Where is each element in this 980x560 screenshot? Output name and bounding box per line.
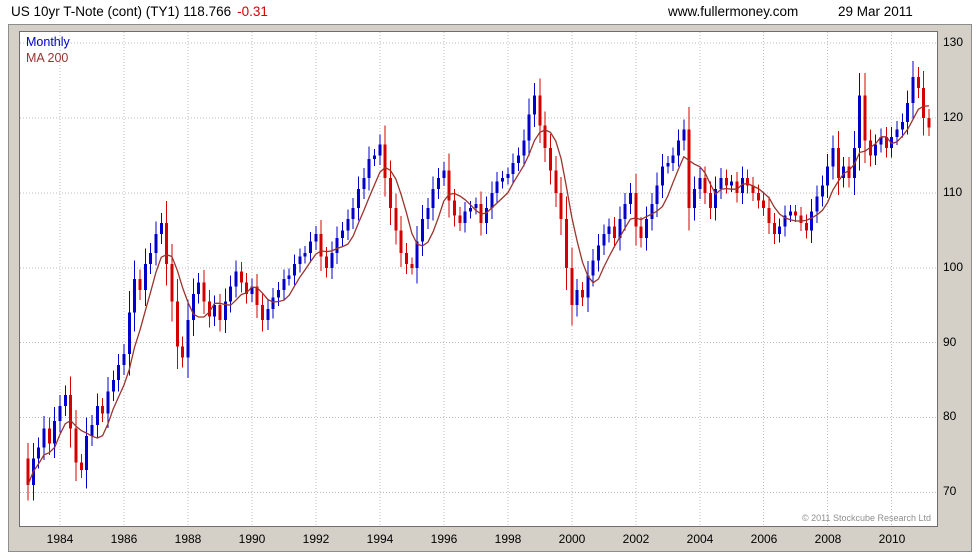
x-tick-label: 2004 — [686, 532, 714, 546]
y-tick-label: 80 — [943, 409, 957, 423]
page-title: US 10yr T-Note (cont) (TY1) 118.766 -0.31 — [11, 4, 268, 19]
x-tick-label: 1992 — [302, 532, 330, 546]
x-tick-label: 2006 — [750, 532, 778, 546]
up-candle-bodies — [31, 76, 915, 485]
x-tick-label: 2008 — [814, 532, 842, 546]
up-candle-wicks — [32, 61, 914, 501]
x-tick-label: 1990 — [238, 532, 266, 546]
header-bar: US 10yr T-Note (cont) (TY1) 118.766 -0.31… — [0, 0, 980, 24]
x-tick-label: 2010 — [878, 532, 906, 546]
x-tick-label: 1988 — [174, 532, 202, 546]
down-candle-wicks — [27, 67, 930, 501]
y-axis-labels: 70 80 90 100 110 120 130 — [941, 31, 972, 527]
ma-line — [27, 105, 930, 486]
website-text: www.fullermoney.com — [668, 4, 799, 19]
copyright-text: © 2011 Stockcube Research Ltd — [801, 513, 931, 523]
instrument-title: US 10yr T-Note (cont) (TY1) 118.766 — [11, 4, 232, 19]
y-tick-label: 100 — [943, 260, 964, 274]
down-candle-bodies — [26, 76, 931, 485]
y-tick-label: 70 — [943, 484, 957, 498]
y-tick-label: 110 — [943, 185, 963, 199]
chart-date: 29 Mar 2011 — [838, 4, 913, 19]
x-tick-label: 2000 — [558, 532, 586, 546]
x-tick-label: 1994 — [366, 532, 394, 546]
legend-series-label: Monthly — [26, 35, 70, 49]
chart-panel: Monthly MA 200 © 2011 Stockcube Research… — [8, 24, 972, 552]
x-axis-labels: 1984 1986 1988 1990 1992 1994 1996 1998 2000 2002… — [19, 530, 938, 550]
x-tick-label: 2002 — [622, 532, 650, 546]
y-tick-label: 120 — [943, 110, 964, 124]
plot-area: Monthly MA 200 © 2011 Stockcube Research… — [19, 31, 938, 527]
y-tick-label: 90 — [943, 335, 957, 349]
x-tick-label: 1986 — [110, 532, 138, 546]
legend-ma-label: MA 200 — [26, 51, 69, 65]
x-tick-label: 1998 — [494, 532, 522, 546]
x-tick-label: 1996 — [430, 532, 458, 546]
chart-canvas — [20, 32, 937, 526]
chart-legend: Monthly MA 200 — [26, 34, 70, 66]
price-change: -0.31 — [237, 4, 268, 19]
x-tick-label: 1984 — [46, 532, 74, 546]
y-tick-label: 130 — [943, 35, 964, 49]
